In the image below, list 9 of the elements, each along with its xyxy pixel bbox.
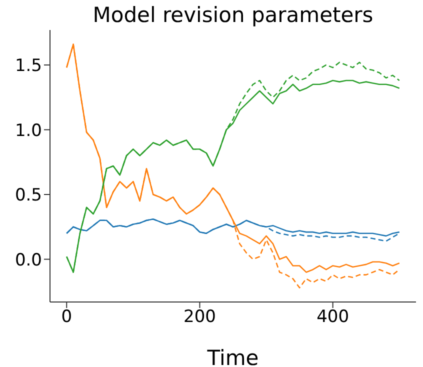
y-tick-label: 0.0 [14,250,42,270]
chart-title: Model revision parameters [92,2,374,29]
y-tick-label: 1.5 [14,56,42,76]
x-tick-label: 200 [184,307,216,328]
x-tick-label: 400 [316,307,350,328]
y-tick-label: 0.5 [14,186,42,206]
x-axis-title: Time [206,346,259,367]
y-tick-label: 1.0 [14,120,42,141]
x-tick-label: 0 [61,307,72,328]
